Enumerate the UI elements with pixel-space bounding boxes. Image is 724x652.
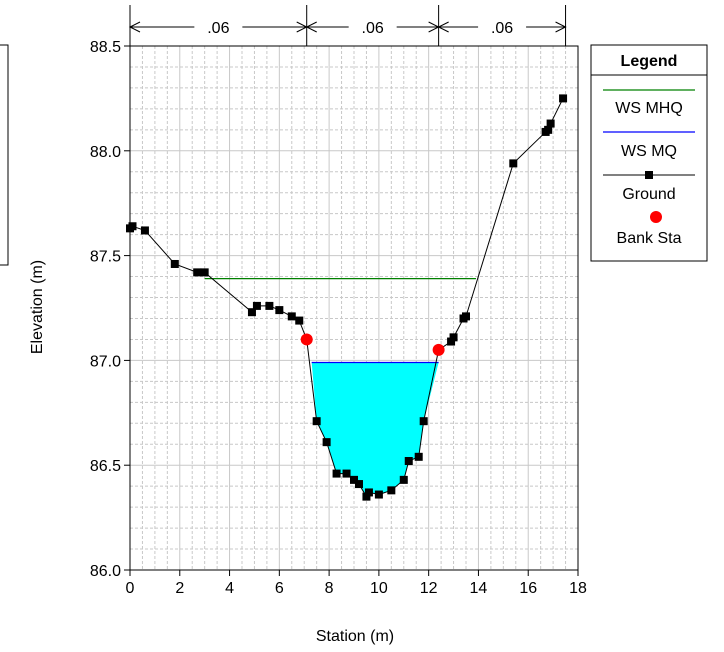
legend-swatch-ground-marker xyxy=(645,171,653,179)
ground-point xyxy=(362,492,371,501)
bank-station-layer xyxy=(300,333,445,356)
legend-box xyxy=(590,44,708,262)
ground-point xyxy=(449,333,458,342)
plot-frame xyxy=(129,45,579,571)
ground-point xyxy=(342,469,351,478)
ground-point xyxy=(252,301,261,310)
ground-point xyxy=(200,268,209,277)
ground-point xyxy=(447,337,456,346)
x-tick-label: 4 xyxy=(225,580,234,597)
y-axis-title: Elevation (m) xyxy=(29,260,46,354)
manning-n-label: .06 xyxy=(207,20,229,37)
water-fill-ws-mq xyxy=(311,362,439,497)
x-tick-label: 8 xyxy=(325,580,334,597)
bank-station-point xyxy=(432,343,445,356)
y-tick-label: 88.5 xyxy=(90,39,121,56)
bank-station-point xyxy=(300,333,313,346)
x-tick-label: 12 xyxy=(420,580,438,597)
ground-point xyxy=(509,159,518,168)
plot-grid xyxy=(130,46,578,570)
ground-point xyxy=(170,259,179,268)
ground-point xyxy=(414,452,423,461)
ground-point xyxy=(399,475,408,484)
manning-arrowhead-left xyxy=(305,21,317,33)
axis-ticks: 0 2 4 6 8 10 12 14 16 18 86.0 86.5 87.0 87.5 88.0 88.5 xyxy=(90,39,587,597)
ground-point xyxy=(546,119,555,128)
manning-n-label: .06 xyxy=(491,20,513,37)
y-tick-label: 86.5 xyxy=(90,458,121,475)
manning-n-label: .06 xyxy=(362,20,384,37)
legend-label-bank-sta: Bank Sta xyxy=(617,230,682,247)
y-tick-label: 88.0 xyxy=(90,144,121,161)
legend-swatch-bank-sta xyxy=(650,211,662,223)
x-tick-label: 2 xyxy=(175,580,184,597)
x-tick-label: 0 xyxy=(126,580,135,597)
x-tick-label: 6 xyxy=(275,580,284,597)
manning-n-bar: .06 .06 .06 xyxy=(128,5,567,46)
ground-point xyxy=(193,268,202,277)
adjacent-panel-edge xyxy=(0,44,9,266)
manning-arrowhead-left xyxy=(437,21,449,33)
ground-point xyxy=(350,475,358,484)
ground-point xyxy=(364,488,373,497)
ground-point xyxy=(387,486,396,495)
ground-point xyxy=(140,226,149,235)
y-tick-label: 87.5 xyxy=(90,249,121,266)
y-tick-label: 87.0 xyxy=(90,353,121,370)
manning-arrowhead-left xyxy=(128,21,141,33)
ground-point xyxy=(559,94,568,103)
x-tick-label: 18 xyxy=(569,580,587,597)
ground-point xyxy=(354,480,363,489)
ground-point xyxy=(374,490,383,499)
x-tick-label: 16 xyxy=(519,580,537,597)
y-tick-label: 86.0 xyxy=(90,563,121,580)
legend-label-ground: Ground xyxy=(622,186,675,203)
ground-point xyxy=(247,308,256,317)
legend: Legend WS MHQ WS MQ Ground Bank Sta xyxy=(590,44,708,262)
ground-point xyxy=(128,222,137,231)
legend-title: Legend xyxy=(621,53,678,70)
manning-arrowhead-right xyxy=(555,21,567,33)
ground-point xyxy=(332,469,341,478)
x-axis-title: Station (m) xyxy=(316,628,394,645)
ground-point xyxy=(544,125,553,134)
ground-point xyxy=(419,417,428,426)
ground-point xyxy=(404,457,413,466)
ground-point xyxy=(287,312,296,321)
legend-label-ws-mhq: WS MHQ xyxy=(615,100,683,117)
ground-point xyxy=(295,316,304,325)
ground-point xyxy=(462,312,470,321)
ground-markers-layer xyxy=(126,94,568,501)
water-fill-layer xyxy=(311,362,439,497)
x-tick-label: 10 xyxy=(370,580,388,597)
ground-point xyxy=(265,301,274,310)
ground-point xyxy=(275,306,284,315)
legend-label-ws-mq: WS MQ xyxy=(621,143,677,160)
ground-point xyxy=(312,417,321,426)
ground-point xyxy=(322,438,331,447)
x-tick-label: 14 xyxy=(470,580,488,597)
